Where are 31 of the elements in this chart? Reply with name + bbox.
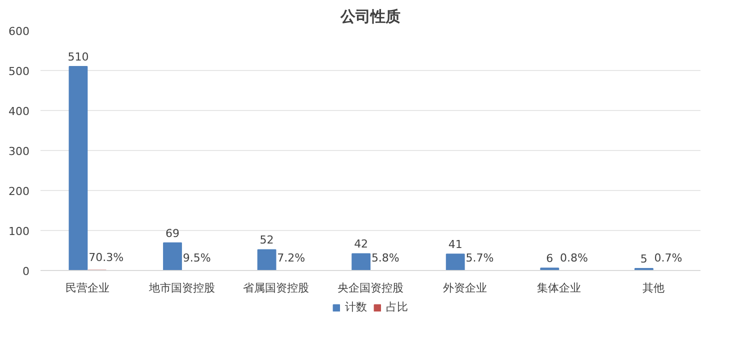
data-label: 52 xyxy=(260,234,274,247)
data-label: 9.5% xyxy=(182,251,211,264)
data-label: 41 xyxy=(448,238,462,252)
x-tick-label: 央企国资控股 xyxy=(338,282,404,294)
data-label: 5.8% xyxy=(371,251,400,264)
data-label: 70.3% xyxy=(88,251,124,264)
data-label: 0.7% xyxy=(654,251,682,264)
x-tick-label: 其他 xyxy=(642,282,664,294)
data-label: 69 xyxy=(166,226,180,240)
chart-title: 公司性质 xyxy=(340,8,400,26)
x-tick-label: 地市国资控股 xyxy=(148,282,215,294)
x-tick-label: 外资企业 xyxy=(442,282,487,294)
x-tick-label: 集体企业 xyxy=(537,282,582,294)
data-label: 6 xyxy=(546,252,554,266)
data-label: 5.7% xyxy=(466,251,494,264)
data-label: 510 xyxy=(68,50,89,64)
x-tick-label: 省属国资控股 xyxy=(243,282,310,294)
legend-label: 计数 xyxy=(345,300,367,314)
data-label: 7.2% xyxy=(277,251,306,264)
data-label: 42 xyxy=(354,238,368,251)
legend-label: 占比 xyxy=(386,300,408,314)
y-tick-label: 600 xyxy=(8,25,30,38)
y-tick-label: 0 xyxy=(22,265,30,278)
x-tick-label: 民营企业 xyxy=(66,282,110,294)
data-label: 0.8% xyxy=(560,251,588,264)
y-tick-label: 500 xyxy=(8,65,30,78)
y-tick-label: 400 xyxy=(8,105,30,118)
y-tick-label: 300 xyxy=(8,145,30,158)
y-tick-label: 100 xyxy=(8,225,30,238)
y-tick-label: 200 xyxy=(8,185,30,198)
data-label: 5 xyxy=(640,252,648,266)
